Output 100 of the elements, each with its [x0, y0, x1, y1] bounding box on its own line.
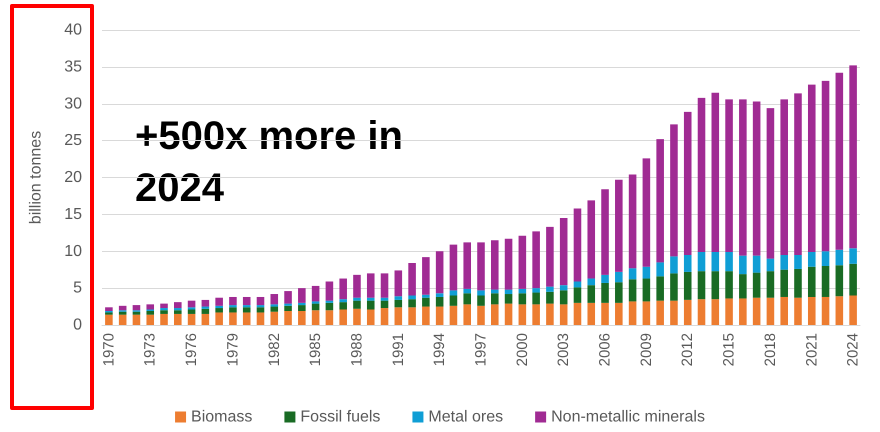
bar [256, 296, 264, 306]
bar [312, 310, 320, 325]
bar [436, 293, 444, 297]
x-tick-label: 1997 [472, 333, 490, 366]
y-tick-label: 25 [64, 132, 82, 150]
bar [326, 281, 334, 301]
bar [242, 307, 250, 312]
bar [698, 271, 706, 300]
bar [132, 312, 140, 315]
bar [284, 310, 292, 325]
bar [380, 298, 388, 301]
bar [794, 298, 802, 325]
bar [752, 256, 760, 273]
bar [105, 307, 113, 311]
bar [256, 307, 264, 312]
bar [118, 314, 126, 325]
x-tick-label: 2018 [762, 333, 779, 366]
bar [229, 296, 237, 306]
bar [339, 310, 347, 325]
x-tick-label: 1973 [142, 333, 159, 366]
bar [229, 307, 237, 312]
bar [298, 305, 306, 311]
bar [725, 252, 733, 272]
bar [394, 300, 402, 308]
bar [270, 294, 278, 304]
bar [490, 293, 499, 304]
bar [836, 296, 844, 325]
bar [215, 306, 223, 308]
x-tick-label: 1970 [100, 333, 118, 366]
bar [518, 236, 526, 289]
bar [849, 264, 857, 296]
bar [849, 248, 857, 264]
bar [174, 310, 182, 314]
bar [822, 251, 830, 266]
bar [394, 307, 402, 325]
bar [725, 298, 733, 325]
bar [601, 302, 609, 325]
bar [450, 244, 458, 290]
bar [808, 296, 816, 325]
bar [601, 274, 609, 283]
bar [380, 273, 388, 298]
bar [188, 314, 196, 325]
bar [836, 250, 844, 266]
bar [725, 271, 733, 298]
bar [822, 266, 830, 297]
bar [339, 299, 347, 302]
bar [574, 287, 582, 303]
bar [105, 314, 113, 325]
bar [215, 312, 223, 325]
y-tick-label: 5 [73, 280, 82, 297]
bar [656, 139, 664, 262]
bar [518, 304, 526, 325]
bar [822, 80, 830, 252]
bar [601, 282, 609, 303]
bar [752, 298, 760, 325]
bar [546, 226, 554, 287]
bar [808, 252, 816, 267]
bar [546, 304, 554, 325]
bar [422, 298, 430, 307]
bar [312, 286, 320, 302]
bar [490, 240, 499, 290]
bar [615, 302, 623, 325]
bar [326, 302, 334, 310]
bar [712, 271, 720, 300]
bar [656, 276, 664, 301]
bar [422, 306, 430, 325]
bar [628, 268, 636, 280]
bar [436, 251, 444, 294]
bar [560, 218, 568, 286]
y-tick-label: 10 [64, 242, 82, 260]
bar [174, 314, 182, 325]
bar [339, 302, 347, 310]
bar [339, 278, 347, 300]
x-tick-label: 2000 [514, 333, 531, 366]
y-tick-label: 30 [64, 95, 82, 112]
bar [394, 270, 402, 296]
bar [160, 310, 168, 314]
bar [490, 304, 499, 325]
bar [698, 299, 706, 325]
bar [766, 271, 774, 298]
bar [174, 302, 182, 308]
x-tick-label: 1991 [390, 333, 407, 366]
x-tick-label: 2024 [844, 333, 862, 366]
bar [601, 189, 609, 275]
bar [546, 292, 554, 304]
bar [587, 278, 596, 286]
bar [242, 312, 250, 325]
bar [587, 302, 596, 325]
bar [780, 254, 788, 270]
bar [477, 242, 485, 290]
x-tick-label: 1976 [183, 333, 200, 366]
bar [504, 304, 512, 325]
bar [477, 306, 485, 325]
bar [725, 99, 733, 252]
bar [684, 112, 692, 255]
bar [118, 312, 126, 315]
bar [366, 298, 375, 301]
bar [366, 310, 375, 325]
bar [463, 293, 472, 304]
bar [739, 256, 747, 274]
